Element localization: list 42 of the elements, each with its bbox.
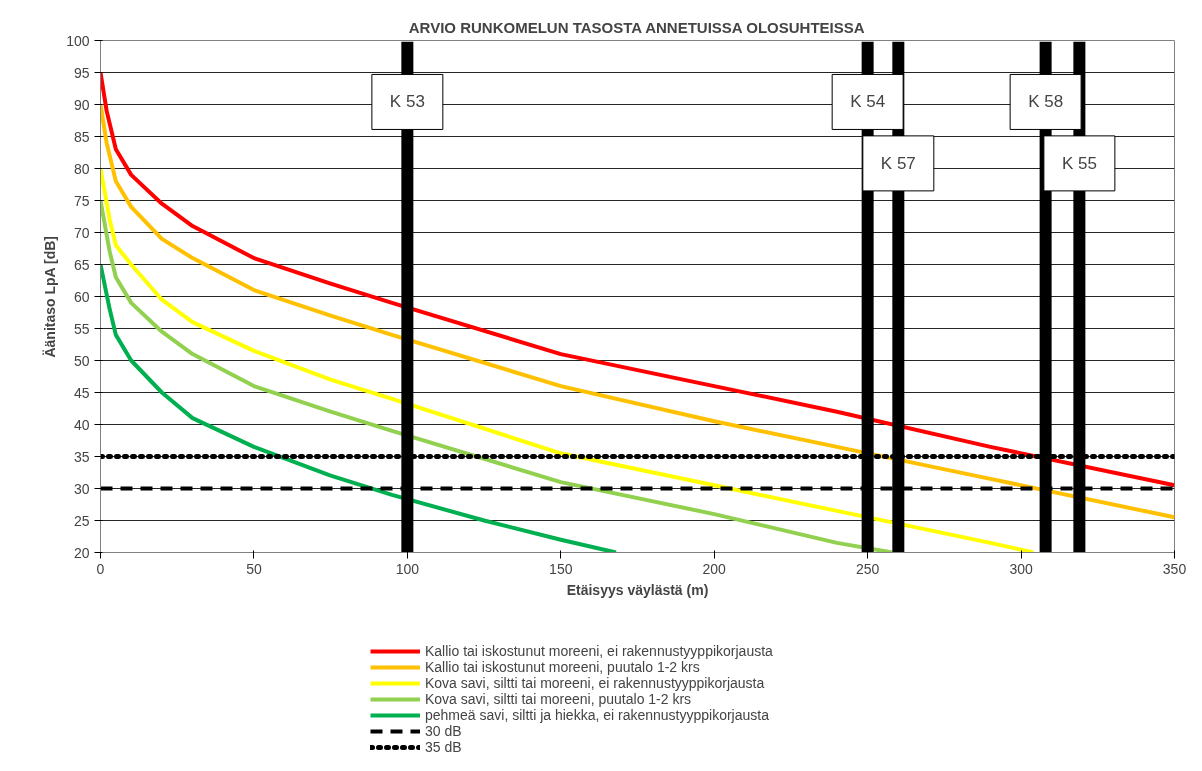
y-tick-label: 90 [73,96,90,113]
ref-line-label: K 58 [1028,92,1064,112]
y-tick-label: 20 [73,544,90,561]
y-tick-label: 55 [73,320,90,337]
y-tick-label: 75 [73,192,90,209]
x-tick-label: 200 [702,560,727,577]
y-tick-label: 85 [73,128,90,145]
y-tick-label: 65 [73,256,90,273]
ref-line-label: K 55 [1061,153,1097,173]
legend-label: Kova savi, siltti tai moreeni, puutalo 1-2 krs [425,691,692,707]
x-tick-label: 300 [1009,560,1033,577]
x-tick-label: 0 [96,560,105,577]
legend-label: 35 dB [425,739,462,755]
y-tick-label: 40 [73,416,90,433]
line-series [100,198,895,553]
ref-line-label: K 53 [389,92,425,112]
legend-label: 30 dB [425,723,462,739]
y-tick-label: 95 [73,64,90,81]
y-tick-label: 60 [73,288,90,305]
y-tick-label: 100 [66,32,90,49]
legend-label: Kallio tai iskostunut moreeni, ei rakennustyyppikorjausta [425,643,773,659]
ref-line-label: K 57 [880,153,916,173]
y-axis-title: Äänitaso LpA [dB] [42,235,59,358]
y-tick-label: 80 [73,160,90,177]
legend-label: pehmeä savi, siltti ja hiekka, ei rakennustyyppikorjausta [425,707,769,723]
y-tick-label: 70 [73,224,90,241]
legend-label: Kallio tai iskostunut moreeni, puutalo 1-2 krs [425,659,700,675]
y-tick-label: 50 [73,352,90,369]
x-tick-label: 50 [246,560,262,577]
x-tick-label: 250 [855,560,880,577]
line-series [100,262,619,553]
x-tick-label: 350 [1162,560,1187,577]
legend-label: Kova savi, siltti tai moreeni, ei rakennustyyppikorjausta [425,675,765,691]
x-axis-title: Etäisyys väylästä (m) [566,581,709,598]
y-tick-label: 30 [73,480,90,497]
chart-title: ARVIO RUNKOMELUN TASOSTA ANNETUISSA OLOSUHTEISSA [408,18,865,36]
y-tick-label: 25 [73,512,90,529]
y-tick-label: 35 [73,448,90,465]
ref-line-label: K 54 [850,92,886,112]
x-tick-label: 100 [395,560,420,577]
x-tick-label: 150 [549,560,573,577]
y-tick-label: 45 [73,384,90,401]
